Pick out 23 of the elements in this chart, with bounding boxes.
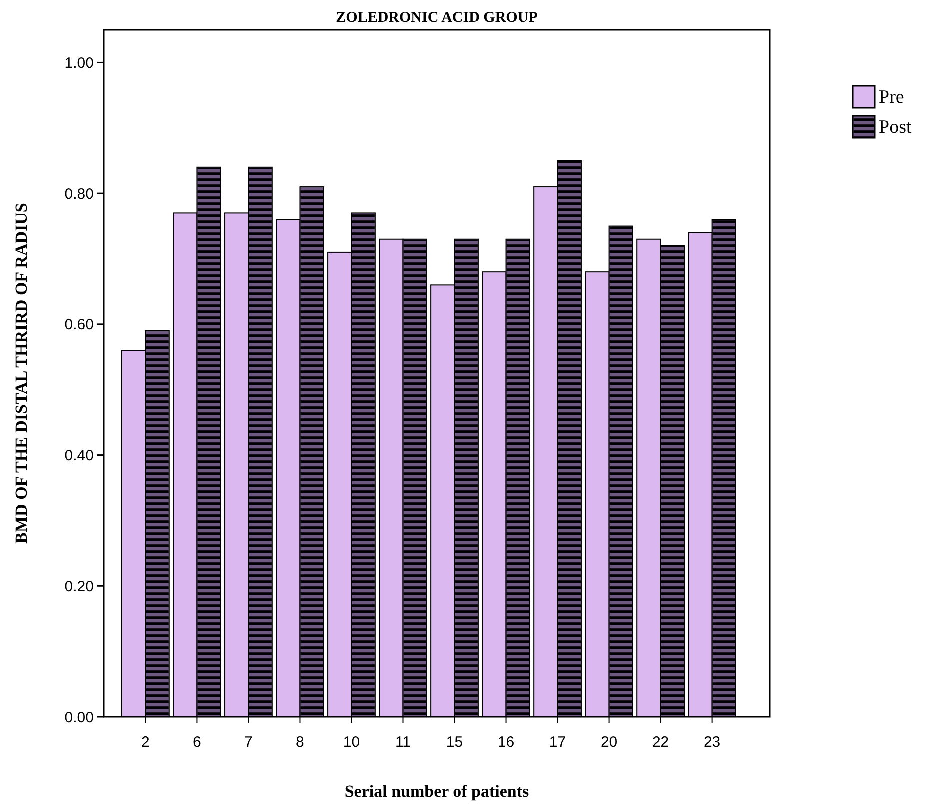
chart-title: ZOLEDRONIC ACID GROUP: [336, 10, 538, 26]
x-tick-label: 22: [652, 734, 670, 751]
x-tick-label: 23: [704, 734, 721, 751]
x-axis-title: Serial number of patients: [344, 782, 530, 801]
x-tick-label: 11: [395, 734, 412, 751]
y-tick-label: 1.00: [64, 54, 94, 72]
x-tick-label: 20: [600, 734, 618, 751]
legend-label: Pre: [879, 87, 904, 108]
y-tick-label: 0.40: [64, 448, 94, 465]
x-tick-label: 2: [142, 734, 150, 751]
y-tick-label: 0.60: [64, 316, 94, 334]
x-tick-label: 16: [498, 734, 515, 751]
x-tick-label: 8: [296, 734, 304, 751]
y-tick-label: 0.80: [64, 186, 94, 203]
x-tick-label: 17: [549, 734, 566, 751]
y-axis-title: BMD OF THE DISTAL THRIRD OF RADIUS: [12, 203, 31, 544]
x-tick-label: 6: [193, 734, 202, 751]
y-tick-label: 0.20: [64, 578, 94, 596]
legend-label: Post: [879, 117, 912, 138]
y-tick-label: 0.00: [64, 709, 94, 726]
x-tick-label: 7: [244, 734, 253, 751]
x-tick-label: 15: [446, 734, 464, 751]
x-tick-label: 10: [343, 734, 360, 751]
